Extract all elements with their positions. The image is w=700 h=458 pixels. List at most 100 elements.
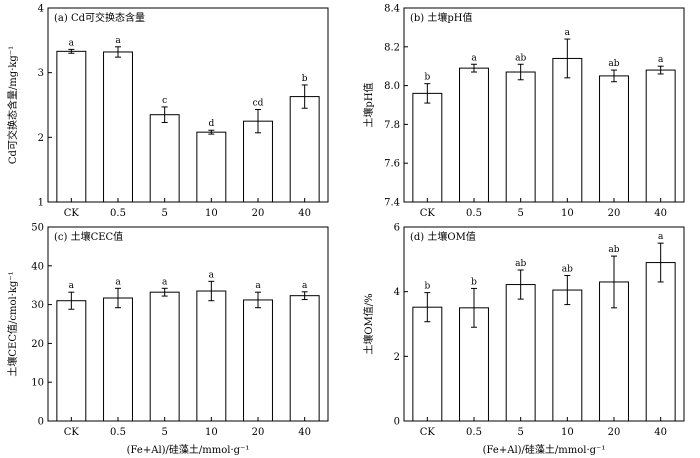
x-tick-label: 40 bbox=[654, 427, 667, 438]
x-tick-label: 10 bbox=[205, 208, 218, 219]
x-tick-label: 5 bbox=[517, 427, 523, 438]
bar-b-0 bbox=[412, 92, 443, 203]
bar-d-5 bbox=[645, 262, 676, 422]
x-tick-label: 10 bbox=[561, 208, 574, 219]
chart-panel-b: 7.4 7.6 7.8 8.0 8.2 8.4 b CK a 0.5 ab 5 a 10 ab 20 a 40 (b… bbox=[362, 4, 685, 219]
x-tick-label: 0.5 bbox=[466, 208, 482, 219]
significance-label: ab bbox=[608, 59, 619, 69]
y-tick-label: 50 bbox=[31, 223, 44, 234]
y-tick-label: 4 bbox=[38, 4, 44, 15]
bar-c-3 bbox=[196, 290, 227, 422]
y-tick-label: 7.8 bbox=[384, 120, 400, 131]
bar-a-1 bbox=[103, 51, 133, 203]
plot-frame bbox=[403, 7, 685, 203]
y-axis-label: 土壤pH值 bbox=[362, 82, 375, 127]
x-tick-label: 0.5 bbox=[110, 208, 126, 219]
bar-c-1 bbox=[103, 297, 133, 422]
significance-label: b bbox=[424, 282, 430, 292]
bar-a-3 bbox=[196, 131, 227, 203]
bar-a-4 bbox=[243, 120, 273, 203]
x-tick-label: 5 bbox=[517, 208, 523, 219]
y-tick-label: 8.2 bbox=[384, 42, 400, 53]
significance-label: a bbox=[471, 53, 477, 63]
x-tick-label: 20 bbox=[252, 208, 265, 219]
significance-label: ab bbox=[562, 265, 573, 275]
y-tick-label: 2 bbox=[394, 352, 400, 363]
significance-label: a bbox=[115, 36, 121, 46]
y-tick-label: 0 bbox=[38, 417, 44, 428]
x-tick-label: 40 bbox=[654, 208, 667, 219]
y-tick-label: 0 bbox=[394, 417, 400, 428]
x-tick-label: 5 bbox=[161, 208, 167, 219]
x-tick-label: 20 bbox=[608, 427, 621, 438]
chart-title: (b) 土壤pH值 bbox=[410, 11, 473, 24]
y-axis-label: 土壤CEC值/cmol·kg⁻¹ bbox=[6, 271, 19, 376]
plot-frame bbox=[47, 226, 329, 422]
y-tick-label: 30 bbox=[31, 300, 44, 311]
bar-c-4 bbox=[243, 299, 273, 422]
x-tick-label: CK bbox=[64, 427, 80, 438]
chart-title: (a) Cd可交换态含量 bbox=[54, 11, 145, 24]
significance-label: a bbox=[565, 28, 571, 38]
bar-d-3 bbox=[552, 289, 583, 422]
plot-frame bbox=[47, 7, 329, 203]
bar-a-2 bbox=[149, 114, 180, 203]
y-axis-label: Cd可交换态含量/mg·kg⁻¹ bbox=[6, 46, 19, 164]
bar-a-0 bbox=[56, 50, 87, 203]
x-tick-label: CK bbox=[420, 427, 436, 438]
significance-label: a bbox=[69, 281, 75, 291]
bar-c-2 bbox=[149, 291, 180, 422]
y-tick-label: 7.6 bbox=[384, 159, 400, 170]
y-tick-label: 7.4 bbox=[384, 198, 400, 209]
significance-label: a bbox=[658, 232, 664, 242]
significance-label: a bbox=[658, 55, 664, 65]
chart-title: (c) 土壤CEC值 bbox=[54, 230, 123, 243]
x-tick-label: 20 bbox=[252, 427, 265, 438]
significance-label: b bbox=[471, 277, 477, 287]
y-tick-label: 10 bbox=[31, 378, 44, 389]
significance-label: a bbox=[115, 277, 121, 287]
bar-b-3 bbox=[552, 57, 583, 203]
y-tick-label: 20 bbox=[31, 339, 44, 350]
significance-label: a bbox=[302, 281, 308, 291]
y-tick-label: 2 bbox=[38, 133, 44, 144]
significance-label: ab bbox=[515, 259, 526, 269]
y-tick-label: 1 bbox=[38, 198, 44, 209]
significance-label: a bbox=[209, 270, 215, 280]
bar-c-0 bbox=[56, 300, 87, 422]
y-tick-label: 3 bbox=[38, 68, 44, 79]
x-tick-label: CK bbox=[420, 208, 436, 219]
y-tick-label: 6 bbox=[394, 223, 400, 234]
significance-label: cd bbox=[253, 99, 264, 109]
significance-label: c bbox=[162, 96, 167, 106]
y-tick-label: 8.0 bbox=[384, 81, 400, 92]
significance-label: ab bbox=[515, 53, 526, 63]
x-tick-label: 20 bbox=[608, 208, 621, 219]
chart-panel-d: 0 2 4 6 b CK b 0.5 ab 5 ab 10 ab 20 a 40 (d) 土壤OM值土壤OM值/… bbox=[362, 223, 685, 456]
x-tick-label: 40 bbox=[298, 208, 311, 219]
chart-panel-c: 0 10 20 30 40 50 a CK a 0.5 a 5 a 10 a 20 a 40 (c) 土壤CEC值土… bbox=[6, 223, 329, 456]
chart-title: (d) 土壤OM值 bbox=[410, 230, 476, 243]
y-tick-label: 40 bbox=[31, 261, 44, 272]
significance-label: b bbox=[424, 73, 430, 83]
bar-b-1 bbox=[459, 67, 489, 203]
significance-label: a bbox=[255, 281, 261, 291]
x-tick-label: 5 bbox=[161, 427, 167, 438]
x-tick-label: 0.5 bbox=[466, 427, 482, 438]
significance-label: a bbox=[162, 277, 168, 287]
x-tick-label: 0.5 bbox=[110, 427, 126, 438]
chart-panel-a: 1 2 3 4 a CK a 0.5 c 5 d 10 cd 20 b 40 (a) Cd可交换态含量 Cd可交换… bbox=[6, 4, 329, 219]
plot-frame bbox=[403, 226, 685, 422]
x-tick-label: 40 bbox=[298, 427, 311, 438]
significance-label: b bbox=[302, 74, 308, 84]
x-axis-label: (Fe+Al)/硅藻土/mmol·g⁻¹ bbox=[127, 443, 250, 456]
significance-label: d bbox=[208, 119, 214, 129]
bar-d-0 bbox=[412, 306, 443, 422]
y-axis-label: 土壤OM值/% bbox=[362, 293, 375, 354]
significance-label: a bbox=[69, 38, 75, 48]
x-tick-label: CK bbox=[64, 208, 80, 219]
bar-d-2 bbox=[505, 284, 536, 422]
x-axis-label: (Fe+Al)/硅藻土/mmol·g⁻¹ bbox=[483, 443, 606, 456]
y-tick-label: 4 bbox=[394, 287, 400, 298]
